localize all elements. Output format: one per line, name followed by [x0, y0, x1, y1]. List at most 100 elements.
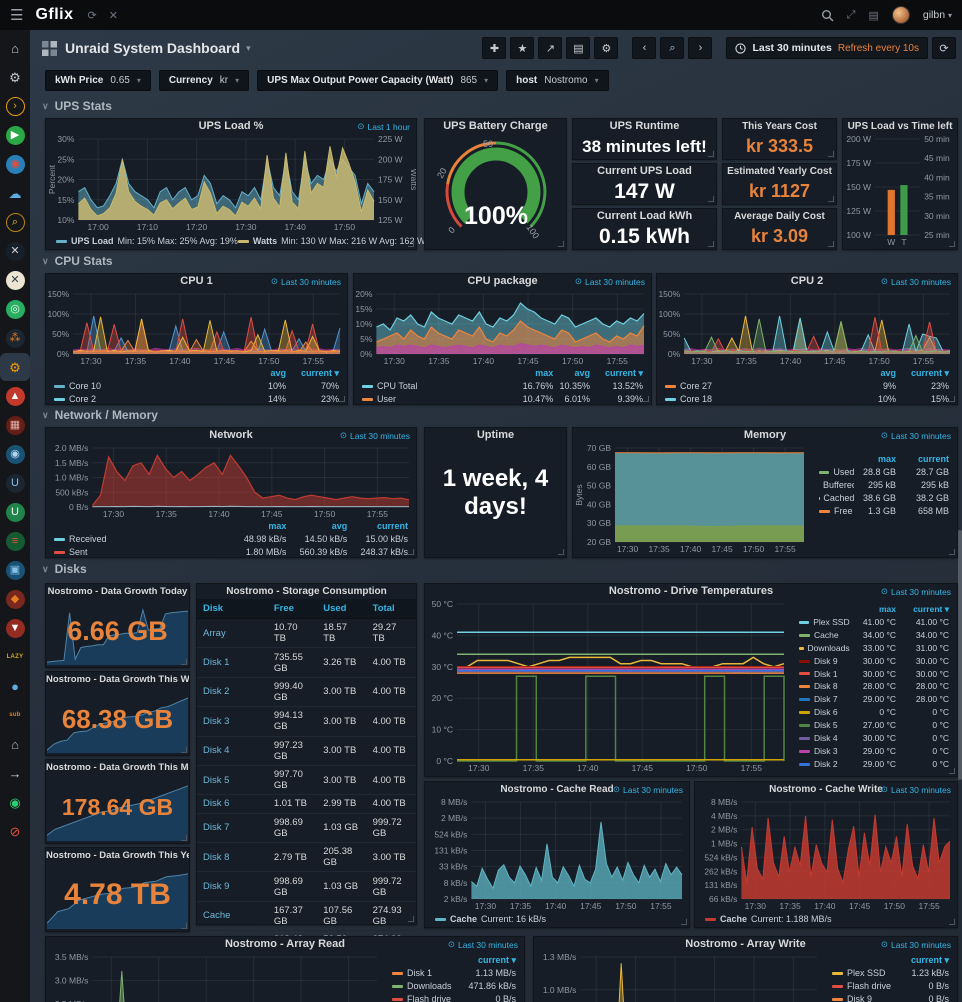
panel-title[interactable]: UPS Runtime — [609, 120, 680, 132]
panel-time-range[interactable]: ⊙ Last 30 minutes — [880, 784, 951, 795]
panel-title[interactable]: Nostromo - Data Growth Today — [47, 586, 188, 597]
sidebar-app-unraid-icon[interactable]: ⚙ — [3, 356, 27, 378]
sidebar-app-logout-arrow-icon[interactable]: → — [8, 765, 22, 781]
legend-item[interactable]: Core 2 14% 23% — [54, 393, 339, 406]
section-disks[interactable]: ∨ Disks — [42, 562, 87, 576]
panel-title[interactable]: Nostromo - Data Growth This Year — [46, 850, 189, 861]
cache-read-chart[interactable]: 2 kB/s 8 kB/s 33 kB/s 131 kB/s 524 kB/s 2 MB/… — [425, 797, 689, 912]
network-chart[interactable]: 0 B/s 500 kB/s 1.0 MB/s 1.5 MB/s 2.0 MB/s 17:… — [46, 443, 416, 520]
app-logo[interactable]: Gflix — [35, 6, 74, 23]
sidebar-app-app-green-ring-icon[interactable]: ◎ — [3, 298, 27, 320]
panel-time-range[interactable]: ⊙ Last 30 minutes — [880, 586, 951, 597]
panel-title[interactable]: Nostromo - Storage Consumption — [226, 586, 387, 597]
sidebar-app-pihole-shield-icon[interactable]: ▲ — [3, 385, 27, 407]
column-header[interactable]: Used — [317, 599, 367, 619]
legend-item[interactable]: Disk 4 30.00 °C 0 °C — [799, 732, 949, 745]
legend-item[interactable]: Core 10 10% 70% — [54, 380, 339, 393]
sidebar-app-app-down-arrow-icon[interactable]: ▼ — [3, 617, 27, 639]
cpu-2-chart[interactable]: 0% 50% 100% 150% 17:30 17:35 17:40 17:45 17:50 17… — [657, 289, 957, 367]
legend-item[interactable]: Watts Min: 130 W Max: 216 W Avg: 162 W — [237, 236, 426, 246]
legend-item[interactable]: Sent 1.80 MB/s 560.39 kB/s 248.37 kB/s — [54, 546, 408, 559]
section-network-memory[interactable]: ∨ Network / Memory — [42, 408, 158, 422]
panel-title[interactable]: This Years Cost — [742, 121, 817, 132]
sidebar-app-tautulli-icon[interactable]: › — [3, 95, 27, 117]
legend-item[interactable]: Cached 38.6 GB 38.2 GB — [819, 492, 949, 503]
sidebar-app-plex-icon[interactable]: ▶ — [3, 124, 27, 146]
panel-title[interactable]: Network — [209, 429, 253, 441]
legend-item[interactable]: Downloads 33.00 °C 31.00 °C — [799, 642, 949, 655]
legend-item[interactable]: Cache 34.00 °C 34.00 °C — [799, 629, 949, 642]
section-cpu-stats[interactable]: ∨ CPU Stats — [42, 254, 113, 268]
avatar[interactable] — [891, 6, 910, 24]
fullscreen-icon[interactable]: ⤢ — [846, 8, 856, 21]
add-panel-button[interactable]: ✚ — [482, 37, 507, 59]
sidebar-app-no-entry-icon[interactable]: ⊘ — [9, 823, 21, 839]
cache-write-chart[interactable]: 66 kB/s 131 kB/s 262 kB/s 524 kB/s 1 MB/s 2 M… — [695, 797, 957, 912]
panel-title[interactable]: Nostromo - Cache Write — [769, 784, 883, 795]
sidebar-app-bank-icon[interactable]: ⌂ — [11, 736, 19, 752]
panel-time-range[interactable]: ⊙ Last 30 minutes — [574, 276, 645, 287]
legend-item[interactable]: Flash drive 0 B/s — [392, 993, 516, 1002]
dashboard-settings-button[interactable]: ⚙ — [594, 37, 619, 59]
sidebar-app-github-icon[interactable]: ◉ — [9, 794, 21, 810]
sidebar-app-app-blue-red-icon[interactable]: ◉ — [3, 153, 27, 175]
sidebar-app-app-stack-icon[interactable]: ≡ — [3, 530, 27, 552]
sidebar-app-ubiquiti-icon[interactable]: U — [3, 472, 27, 494]
panel-time-range[interactable]: ⊙ Last 30 minutes — [880, 939, 951, 950]
sidebar-app-app-dark-red-icon[interactable]: ▦ — [3, 414, 27, 436]
sidebar-app-sub-badge-icon[interactable]: sub — [9, 712, 21, 718]
panel-title[interactable]: Nostromo - Array Read — [224, 938, 345, 950]
sidebar-app-app-network-icon[interactable]: ⁂ — [3, 327, 27, 349]
sidebar-app-app-blue-dots-icon[interactable]: ◉ — [3, 443, 27, 465]
panel-time-range[interactable]: ⊙ Last 30 minutes — [339, 430, 410, 441]
legend-item[interactable]: UPS Load Min: 15% Max: 25% Avg: 19% — [56, 236, 238, 246]
legend-item[interactable]: Disk 3 29.00 °C 0 °C — [799, 745, 949, 758]
legend-item[interactable]: Downloads 471.86 kB/s — [392, 980, 516, 993]
variable-host[interactable]: host Nostromo ▾ — [506, 70, 609, 91]
ups-load-vs-time-chart[interactable]: 100 W 125 W 150 W 175 W 200 W 25 min 30 min 35 … — [843, 134, 957, 248]
legend-item[interactable]: Buffered 295 kB 295 kB — [823, 479, 949, 490]
panel-time-range[interactable]: ⊙ Last 30 minutes — [270, 276, 341, 287]
panel-title[interactable]: CPU package — [467, 275, 538, 287]
user-menu[interactable]: gilbn ▾ — [922, 9, 952, 21]
menu-icon[interactable]: ☰ — [10, 7, 24, 24]
panel-title[interactable]: Uptime — [476, 429, 515, 441]
column-header[interactable]: Total — [366, 599, 416, 619]
column-header[interactable]: Free — [267, 599, 318, 619]
cpu-1-chart[interactable]: 0% 50% 100% 150% 17:30 17:35 17:40 17:45 17:50 17… — [46, 289, 347, 367]
scrollbar[interactable] — [958, 530, 962, 780]
panel-title[interactable]: UPS Battery Charge — [443, 120, 548, 132]
variable-currency[interactable]: Currency kr ▾ — [158, 70, 250, 91]
save-button[interactable]: ▤ — [566, 37, 591, 59]
legend-item[interactable]: Disk 7 29.00 °C 28.00 °C — [799, 693, 949, 706]
sidebar-app-unifi-green-icon[interactable]: U — [3, 501, 27, 523]
kiosk-icon[interactable]: ▤ — [868, 9, 879, 22]
variable-kwh-price[interactable]: kWh Price 0.65 ▾ — [45, 70, 151, 91]
legend-item[interactable]: Free 1.3 GB 658 MB — [819, 505, 949, 518]
panel-time-range[interactable]: ⊙ Last 30 minutes — [447, 939, 518, 950]
dashboard-grid-icon[interactable] — [42, 40, 57, 56]
legend-item[interactable]: Flash drive 0 B/s — [832, 980, 949, 993]
time-picker[interactable]: Last 30 minutes Refresh every 10s — [726, 37, 928, 59]
zoom-out-button[interactable]: ⌕ — [660, 37, 685, 59]
legend-item[interactable]: Parity0 °C0 °C — [799, 771, 949, 774]
panel-time-range[interactable]: ⊙ Last 1 hour — [357, 121, 410, 132]
panel-time-range[interactable]: ⊙ Last 30 minutes — [880, 430, 951, 441]
cpu-package-chart[interactable]: 0% 5% 10% 15% 20% 17:30 17:35 17:40 17:45 17:50 17… — [354, 289, 651, 367]
sidebar-app-app-diamond-icon[interactable]: ◆ — [3, 588, 27, 610]
time-back-button[interactable]: ‹ — [632, 37, 657, 59]
legend-item[interactable]: User 10.47% 6.01% 9.39% — [362, 393, 643, 406]
panel-title[interactable]: Current Load kWh — [596, 210, 693, 222]
legend-item[interactable]: Disk 1 1.13 MB/s — [392, 967, 516, 980]
ups-load-chart[interactable]: 10% 15% 20% 25% 30% 125 W 150 W 175 W 200 W 225 W… — [46, 134, 416, 233]
legend-item[interactable]: Cache Current: 1.188 MB/s — [705, 914, 832, 924]
panel-title[interactable]: Current UPS Load — [597, 165, 692, 177]
playlist-refresh-icon[interactable]: ⟳ — [87, 9, 97, 22]
legend-item[interactable]: Core 27 9% 23% — [665, 380, 949, 393]
legend-item[interactable]: Disk 5 27.00 °C 0 °C — [799, 719, 949, 732]
panel-title[interactable]: Memory — [743, 429, 787, 441]
share-button[interactable]: ↗ — [538, 37, 563, 59]
